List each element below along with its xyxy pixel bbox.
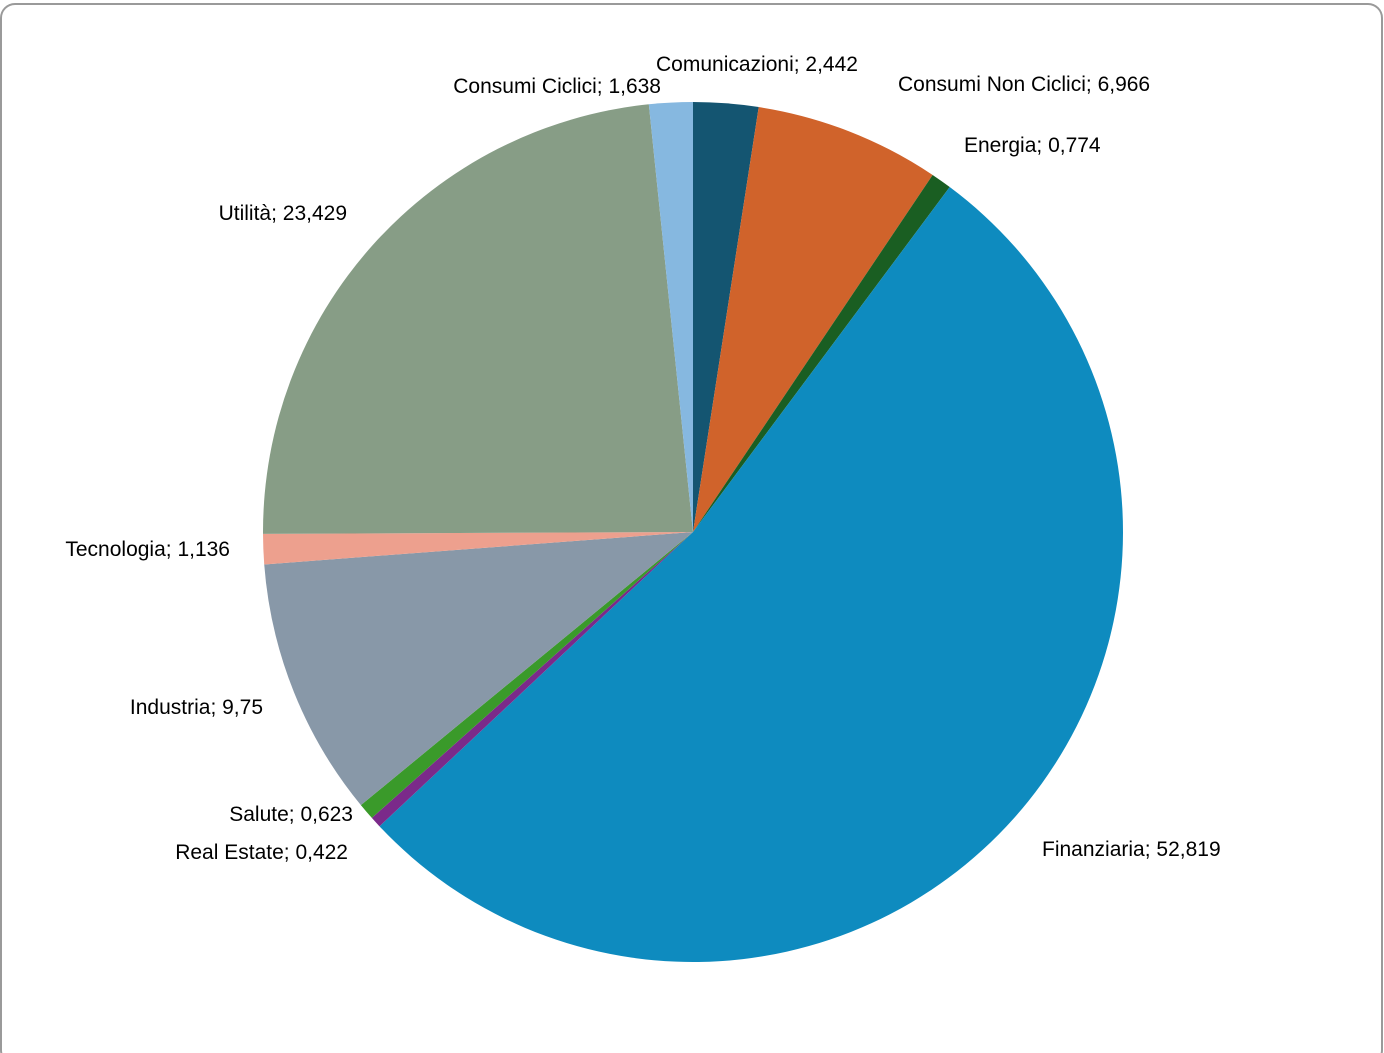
- label-category: Industria: [130, 696, 211, 719]
- label-category: Consumi Non Ciclici: [898, 73, 1086, 96]
- pie-slice: [693, 107, 933, 533]
- label-value: 1,638: [608, 75, 661, 98]
- data-label: Utilità; 23,429: [219, 202, 347, 225]
- data-label: Consumi Ciclici; 1,638: [453, 75, 661, 98]
- label-value: 0,623: [300, 803, 353, 826]
- label-value: 2,442: [805, 53, 858, 76]
- label-value: 0,774: [1048, 134, 1101, 157]
- label-separator: ;: [1145, 838, 1157, 861]
- pie-slice: [263, 104, 693, 534]
- label-value: 52,819: [1156, 838, 1220, 861]
- label-value: 6,966: [1098, 73, 1151, 96]
- label-category: Energia: [964, 134, 1037, 157]
- data-label: Finanziaria; 52,819: [1042, 838, 1221, 861]
- data-label: Tecnologia; 1,136: [65, 538, 230, 561]
- pie-slice: [263, 532, 693, 565]
- data-label: Industria; 9,75: [130, 696, 263, 719]
- label-value: 1,136: [177, 538, 230, 561]
- label-category: Utilità: [219, 202, 272, 225]
- label-category: Consumi Ciclici: [453, 75, 597, 98]
- label-separator: ;: [284, 841, 296, 864]
- label-category: Real Estate: [175, 841, 284, 864]
- label-separator: ;: [1036, 134, 1048, 157]
- label-separator: ;: [166, 538, 178, 561]
- pie-slice: [264, 532, 693, 806]
- label-separator: ;: [794, 53, 806, 76]
- label-value: 9,75: [222, 696, 263, 719]
- data-label: Energia; 0,774: [964, 134, 1101, 157]
- label-separator: ;: [210, 696, 222, 719]
- label-category: Comunicazioni: [656, 53, 794, 76]
- pie-slice: [693, 102, 759, 532]
- data-label: Salute; 0,623: [229, 803, 353, 826]
- label-category: Tecnologia: [65, 538, 166, 561]
- label-separator: ;: [289, 803, 301, 826]
- label-category: Salute: [229, 803, 289, 826]
- pie-slice: [379, 187, 1124, 963]
- pie-slice: [371, 532, 693, 827]
- data-label: Comunicazioni; 2,442: [656, 53, 858, 76]
- label-value: 0,422: [295, 841, 348, 864]
- label-value: 23,429: [283, 202, 347, 225]
- data-label: Real Estate; 0,422: [175, 841, 348, 864]
- label-separator: ;: [597, 75, 609, 98]
- pie-slice: [360, 532, 693, 818]
- label-category: Finanziaria: [1042, 838, 1145, 861]
- label-separator: ;: [1086, 73, 1098, 96]
- pie-slice: [693, 174, 950, 533]
- label-separator: ;: [271, 202, 283, 225]
- data-label: Consumi Non Ciclici; 6,966: [898, 73, 1150, 96]
- pie-slice: [648, 102, 693, 532]
